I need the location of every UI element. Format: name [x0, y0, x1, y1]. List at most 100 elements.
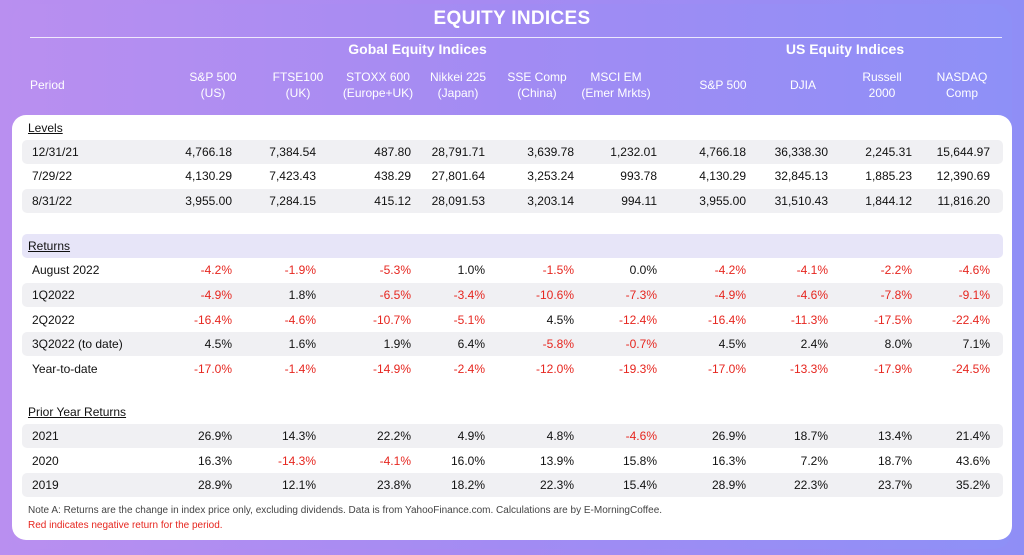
column-header-line1: S&P 500	[699, 78, 747, 92]
table-cell: -24.5%	[951, 362, 990, 376]
column-header-line2: (Europe+UK)	[342, 86, 414, 100]
row-period: 7/29/22	[32, 169, 73, 183]
table-cell: 1,885.23	[865, 169, 912, 183]
table-cell: 14.3%	[281, 429, 316, 443]
row-period: Year-to-date	[32, 362, 98, 376]
table-cell: 7.2%	[800, 454, 828, 468]
table-cell: 0.0%	[629, 263, 657, 277]
table-cell: -19.3%	[618, 362, 657, 376]
table-cell: 4,766.18	[699, 145, 746, 159]
table-cell: -5.1%	[453, 313, 485, 327]
column-header-line2: 2000	[868, 86, 896, 100]
column-header-line1: S&P 500	[189, 70, 237, 84]
column-header-line2: (US)	[200, 86, 226, 100]
table-cell: 12.1%	[281, 478, 316, 492]
table-cell: -4.1%	[379, 454, 411, 468]
table-cell: 2,245.31	[865, 145, 912, 159]
table-cell: -13.3%	[789, 362, 828, 376]
table-cell: 994.11	[621, 194, 657, 208]
table-cell: -14.3%	[277, 454, 316, 468]
table-cell: -17.9%	[873, 362, 912, 376]
row-period: 3Q2022 (to date)	[32, 337, 123, 351]
table-cell: 12,390.69	[936, 169, 990, 183]
table-cell: 43.6%	[955, 454, 990, 468]
table-cell: -3.4%	[453, 288, 485, 302]
table-cell: 28,091.53	[431, 194, 485, 208]
table-cell: -7.8%	[880, 288, 912, 302]
table-cell: 18.7%	[877, 454, 912, 468]
column-header-line1: FTSE100	[272, 70, 324, 84]
column-header: Nikkei 225 (Japan)	[413, 69, 503, 101]
table-cell: -1.5%	[542, 263, 574, 277]
table-cell: -6.5%	[379, 288, 411, 302]
table-cell: 4,130.29	[185, 169, 232, 183]
table-cell: 438.29	[374, 169, 411, 183]
table-row: 7/29/22 4,130.29 7,423.43 438.29 27,801.64 3,…	[22, 164, 1003, 188]
table-cell: -12.0%	[535, 362, 574, 376]
column-header-line1: Russell	[862, 70, 902, 84]
row-period: 12/31/21	[32, 145, 79, 159]
table-row: 3Q2022 (to date) 4.5% 1.6% 1.9% 6.4% -5.8% -0.…	[22, 332, 1003, 356]
table-cell: -5.3%	[379, 263, 411, 277]
table-cell: 4.5%	[546, 313, 574, 327]
table-panel	[12, 115, 1012, 540]
row-period: 2Q2022	[32, 313, 75, 327]
table-cell: 4.9%	[457, 429, 485, 443]
column-header: NASDAQ Comp	[917, 69, 1007, 101]
table-row: 12/31/21 4,766.18 7,384.54 487.80 28,791.71 3…	[22, 140, 1003, 164]
table-cell: 28.9%	[197, 478, 232, 492]
table-cell: -4.6%	[625, 429, 657, 443]
table-cell: 3,955.00	[699, 194, 746, 208]
red-note: Red indicates negative return for the pe…	[28, 520, 223, 531]
column-header-line1: DJIA	[789, 78, 816, 92]
table-cell: 1.9%	[383, 337, 411, 351]
table-cell: 1.8%	[288, 288, 316, 302]
table-cell: 31,510.43	[774, 194, 828, 208]
table-cell: -4.6%	[796, 288, 828, 302]
table-cell: -22.4%	[951, 313, 990, 327]
table-cell: 1.6%	[288, 337, 316, 351]
column-header-line1: STOXX 600	[346, 70, 410, 84]
table-row: 2019 28.9% 12.1% 23.8% 18.2% 22.3% 15.4% 28.9% 2…	[22, 473, 1003, 497]
table-cell: -4.6%	[958, 263, 990, 277]
row-period: 2020	[32, 454, 59, 468]
table-cell: 3,955.00	[185, 194, 232, 208]
table-cell: -11.3%	[790, 313, 828, 327]
us-indices-heading: US Equity Indices	[785, 41, 905, 57]
table-row: 2Q2022 -16.4% -4.6% -10.7% -5.1% 4.5% -12.4% -1…	[22, 308, 1003, 332]
table-cell: -16.4%	[193, 313, 232, 327]
page-title: EQUITY INDICES	[433, 8, 591, 29]
table-cell: -4.9%	[200, 288, 232, 302]
table-cell: -14.9%	[372, 362, 411, 376]
table-cell: 35.2%	[955, 478, 990, 492]
table-cell: -17.0%	[707, 362, 746, 376]
column-header: FTSE100 (UK)	[253, 69, 343, 101]
table-cell: 4.8%	[546, 429, 574, 443]
table-cell: -4.6%	[284, 313, 316, 327]
table-cell: 487.80	[374, 145, 411, 159]
table-cell: 4,766.18	[185, 145, 232, 159]
table-cell: 16.3%	[711, 454, 746, 468]
column-header-line1: SSE Comp	[507, 70, 567, 84]
table-cell: 22.2%	[376, 429, 411, 443]
table-cell: 3,203.14	[527, 194, 574, 208]
table-cell: 7.1%	[962, 337, 990, 351]
table-cell: 11,816.20	[937, 194, 991, 208]
table-cell: 7,423.43	[269, 169, 316, 183]
table-row: 2021 26.9% 14.3% 22.2% 4.9% 4.8% -4.6% 26.9% 18.…	[22, 424, 1003, 448]
table-cell: 7,384.54	[269, 145, 316, 159]
table-cell: 1,844.12	[865, 194, 912, 208]
column-header-line1: NASDAQ	[936, 70, 988, 84]
column-header: Russell 2000	[837, 69, 927, 101]
table-cell: 21.4%	[955, 429, 990, 443]
table-cell: -4.2%	[200, 263, 232, 277]
table-cell: 15,644.97	[936, 145, 990, 159]
column-header-line2: (China)	[517, 86, 557, 100]
table-cell: 13.9%	[539, 454, 574, 468]
table-cell: -10.6%	[535, 288, 574, 302]
table-cell: 15.8%	[622, 454, 657, 468]
title-divider	[30, 37, 1002, 38]
table-cell: 8.0%	[884, 337, 912, 351]
column-header: S&P 500	[678, 77, 768, 93]
table-cell: 2.4%	[800, 337, 828, 351]
